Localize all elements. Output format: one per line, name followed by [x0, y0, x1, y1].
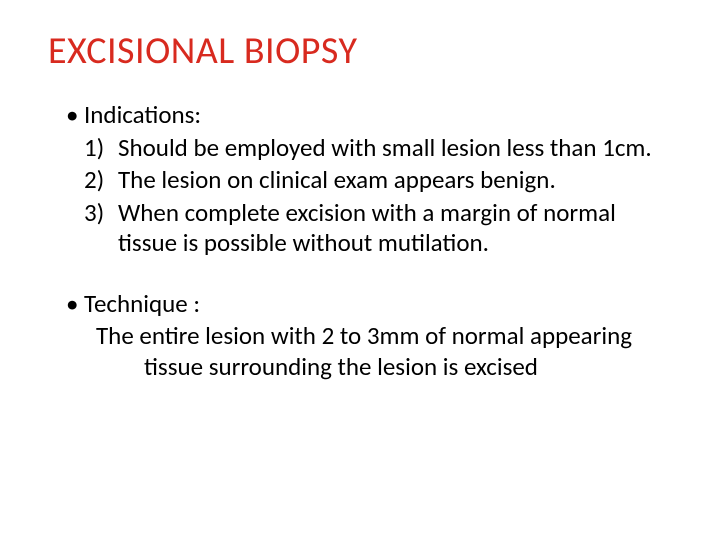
item-text: Should be employed with small lesion les…	[118, 133, 672, 164]
item-text: When complete excision with a margin of …	[118, 198, 672, 259]
slide-body: • Indications: 1) Should be employed wit…	[48, 100, 672, 382]
indications-label: Indications:	[84, 100, 201, 131]
item-number: 3)	[84, 198, 118, 259]
slide: EXCISIONAL BIOPSY • Indications: 1) Shou…	[0, 0, 720, 540]
item-number: 2)	[84, 165, 118, 196]
bullet-dot-icon: •	[66, 100, 84, 131]
list-item: 1) Should be employed with small lesion …	[84, 133, 672, 164]
list-item: 3) When complete excision with a margin …	[84, 198, 672, 259]
item-text: The lesion on clinical exam appears beni…	[118, 165, 672, 196]
spacer	[48, 261, 672, 289]
bullet-indications: • Indications:	[66, 100, 672, 131]
bullet-technique: • Technique :	[66, 289, 672, 320]
technique-label: Technique :	[84, 289, 200, 320]
slide-title: EXCISIONAL BIOPSY	[48, 28, 672, 74]
technique-paragraph: The entire lesion with 2 to 3mm of norma…	[96, 321, 672, 382]
bullet-dot-icon: •	[66, 289, 84, 320]
list-item: 2) The lesion on clinical exam appears b…	[84, 165, 672, 196]
item-number: 1)	[84, 133, 118, 164]
